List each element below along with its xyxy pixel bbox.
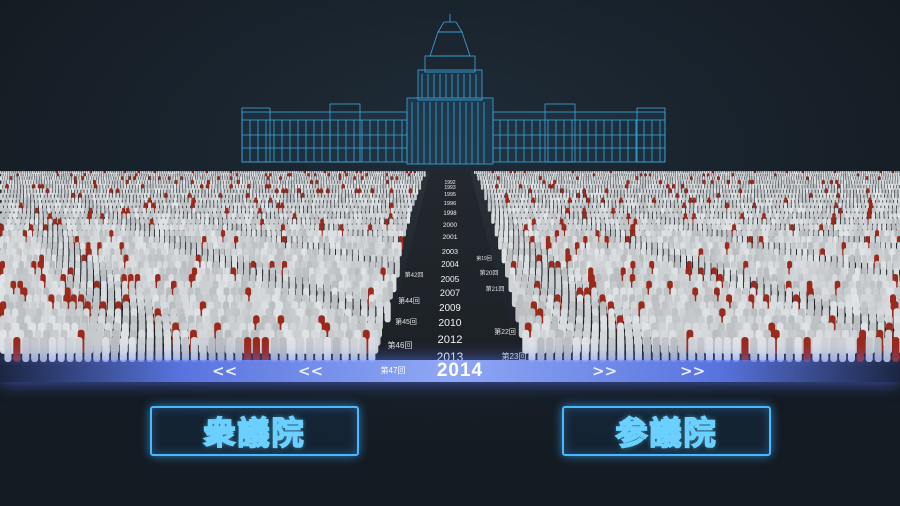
session-label-r20: 第20回 bbox=[479, 271, 499, 277]
session-label-r22: 第22回 bbox=[494, 329, 516, 336]
timeline-prev-arrow-2[interactable]: << bbox=[298, 362, 324, 380]
session-label-r23: 第23回 bbox=[501, 352, 527, 361]
upper-house-button[interactable]: 参議院 bbox=[562, 406, 771, 456]
session-label-44: 第44回 bbox=[398, 298, 420, 305]
diet-building-wireframe-icon bbox=[241, 14, 666, 165]
year-label[interactable]: 2010 bbox=[438, 318, 462, 330]
session-label-42: 第42回 bbox=[404, 273, 424, 279]
year-label[interactable]: 2000 bbox=[442, 222, 458, 230]
year-label[interactable]: 1998 bbox=[443, 211, 457, 218]
year-label[interactable]: 2012 bbox=[437, 333, 463, 346]
lower-house-label: 衆議院 bbox=[203, 413, 306, 453]
year-label[interactable]: 1996 bbox=[443, 201, 457, 208]
timeline-next-arrow-2[interactable]: >> bbox=[680, 362, 706, 380]
member-figures-icon bbox=[0, 171, 900, 362]
timeline-next-arrow[interactable]: >> bbox=[592, 362, 618, 380]
center-aisle bbox=[380, 172, 520, 365]
year-label[interactable]: 1993 bbox=[444, 184, 456, 191]
upper-house-label: 参議院 bbox=[615, 413, 718, 453]
timeline-bar[interactable]: << << 第47回 2014 >> >> bbox=[0, 360, 900, 382]
year-label[interactable]: 2004 bbox=[441, 259, 459, 269]
session-label-r19: 第19回 bbox=[476, 256, 492, 262]
year-label[interactable]: 1995 bbox=[444, 192, 456, 199]
year-label[interactable]: 2001 bbox=[442, 234, 458, 242]
timeline-prev-arrow[interactable]: << bbox=[212, 362, 238, 380]
year-label[interactable]: 2007 bbox=[439, 287, 461, 298]
timeline-current-year: 2014 bbox=[436, 360, 484, 381]
session-label-46: 第46回 bbox=[387, 341, 413, 350]
year-label[interactable]: 2003 bbox=[441, 246, 459, 256]
lower-house-button[interactable]: 衆議院 bbox=[150, 406, 359, 456]
year-label[interactable]: 2005 bbox=[440, 273, 460, 284]
year-label[interactable]: 2009 bbox=[439, 302, 461, 314]
session-label-r21: 第21回 bbox=[485, 287, 505, 293]
year-label[interactable]: 1992 bbox=[444, 180, 456, 186]
timeline-session-label: 第47回 bbox=[380, 366, 406, 375]
session-label-45: 第45回 bbox=[395, 319, 417, 326]
